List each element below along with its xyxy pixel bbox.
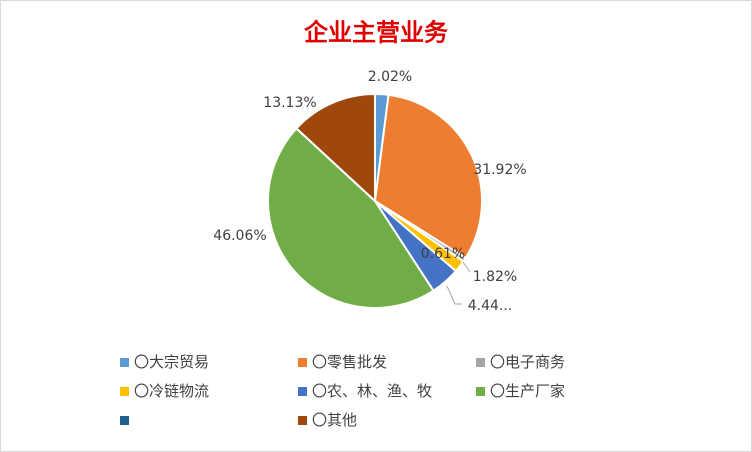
- legend-label: 〇零售批发: [312, 353, 387, 371]
- legend-swatch: [120, 387, 129, 396]
- leader-line: [446, 285, 462, 305]
- legend-label: 〇冷链物流: [134, 382, 209, 400]
- legend-label: 〇大宗贸易: [134, 353, 209, 371]
- chart-title: 企业主营业务: [304, 18, 449, 47]
- legend-swatch: [298, 358, 307, 367]
- data-label: 2.02%: [368, 69, 412, 85]
- data-label: 46.06%: [213, 228, 266, 244]
- data-label: 4.44...: [468, 298, 513, 314]
- legend-swatch: [476, 358, 485, 367]
- legend-label: 〇电子商务: [490, 353, 565, 371]
- data-label: 1.82%: [473, 269, 517, 285]
- data-label: 0.61%: [421, 246, 465, 262]
- legend-swatch: [120, 358, 129, 367]
- legend-swatch: [120, 416, 129, 425]
- data-label: 31.92%: [473, 162, 526, 178]
- legend-swatch: [298, 416, 307, 425]
- pie-slice: [267, 126, 435, 309]
- legend-swatch: [476, 387, 485, 396]
- legend-label: 〇农、林、渔、牧: [312, 382, 432, 400]
- leader-line: [462, 261, 471, 273]
- pie-slice: [294, 92, 376, 204]
- legend-swatch: [298, 387, 307, 396]
- data-label: 13.13%: [263, 95, 316, 111]
- legend-label: 〇其他: [312, 411, 357, 429]
- legend-label: 〇生产厂家: [490, 382, 565, 400]
